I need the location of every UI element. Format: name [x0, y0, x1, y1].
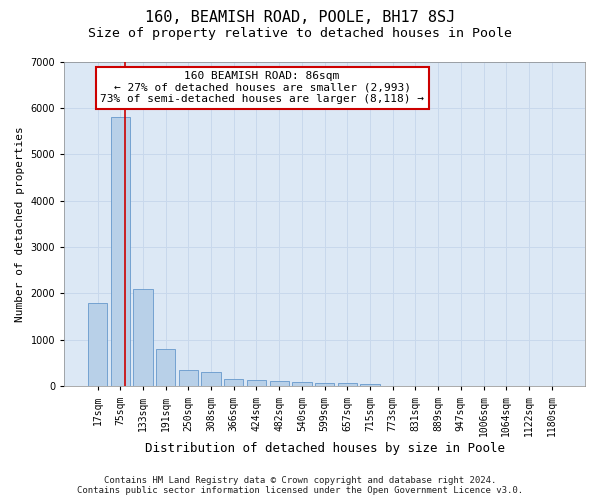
Bar: [179, 370, 198, 386]
Bar: [247, 380, 266, 386]
Bar: [269, 381, 289, 386]
Text: Size of property relative to detached houses in Poole: Size of property relative to detached ho…: [88, 28, 512, 40]
Text: Contains HM Land Registry data © Crown copyright and database right 2024.
Contai: Contains HM Land Registry data © Crown c…: [77, 476, 523, 495]
Bar: [110, 117, 130, 386]
Bar: [292, 382, 311, 386]
Text: 160 BEAMISH ROAD: 86sqm
← 27% of detached houses are smaller (2,993)
73% of semi: 160 BEAMISH ROAD: 86sqm ← 27% of detache…: [100, 71, 424, 104]
Y-axis label: Number of detached properties: Number of detached properties: [15, 126, 25, 322]
Bar: [361, 384, 380, 386]
Text: 160, BEAMISH ROAD, POOLE, BH17 8SJ: 160, BEAMISH ROAD, POOLE, BH17 8SJ: [145, 10, 455, 25]
Bar: [133, 289, 152, 386]
Bar: [202, 372, 221, 386]
Bar: [88, 303, 107, 386]
Bar: [315, 383, 334, 386]
Bar: [156, 349, 175, 387]
X-axis label: Distribution of detached houses by size in Poole: Distribution of detached houses by size …: [145, 442, 505, 455]
Bar: [224, 379, 244, 386]
Bar: [338, 383, 357, 386]
